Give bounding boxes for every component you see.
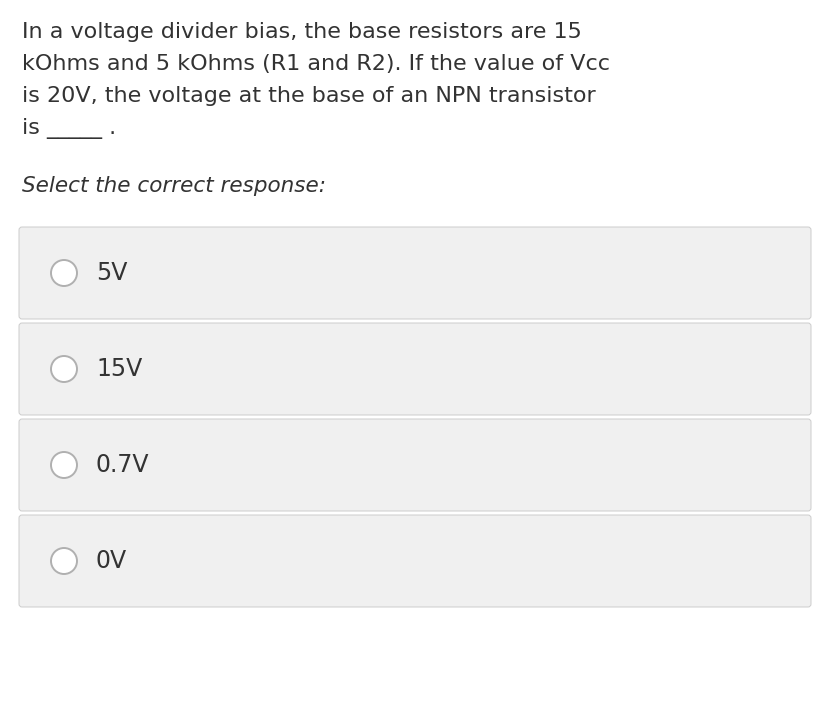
Text: Select the correct response:: Select the correct response:	[22, 176, 326, 196]
FancyBboxPatch shape	[19, 515, 810, 607]
Circle shape	[51, 260, 77, 286]
Circle shape	[51, 356, 77, 382]
FancyBboxPatch shape	[19, 419, 810, 511]
Text: 0.7V: 0.7V	[96, 453, 150, 477]
Text: is _____ .: is _____ .	[22, 118, 116, 139]
Text: In a voltage divider bias, the base resistors are 15: In a voltage divider bias, the base resi…	[22, 22, 581, 42]
Circle shape	[51, 548, 77, 574]
FancyBboxPatch shape	[19, 227, 810, 319]
Text: 0V: 0V	[96, 549, 127, 573]
FancyBboxPatch shape	[19, 323, 810, 415]
Text: kOhms and 5 kOhms (R1 and R2). If the value of Vcc: kOhms and 5 kOhms (R1 and R2). If the va…	[22, 54, 609, 74]
Circle shape	[51, 452, 77, 478]
Text: 15V: 15V	[96, 357, 142, 381]
Text: is 20V, the voltage at the base of an NPN transistor: is 20V, the voltage at the base of an NP…	[22, 86, 595, 106]
Text: 5V: 5V	[96, 261, 127, 285]
